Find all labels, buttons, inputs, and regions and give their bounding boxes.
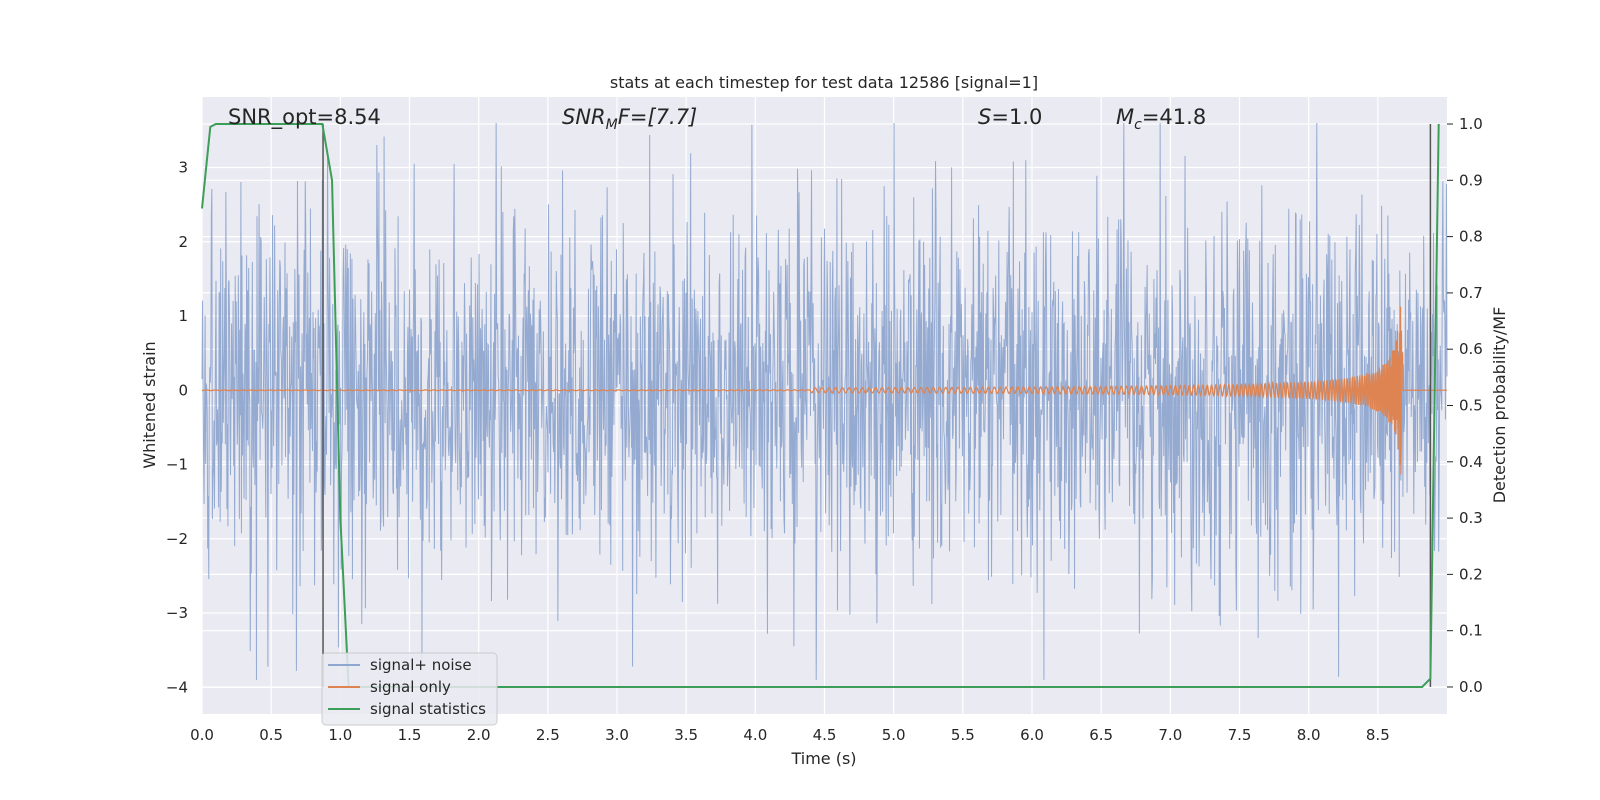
legend-label-noise: signal+ noise bbox=[370, 656, 472, 674]
mc-main: M bbox=[1116, 105, 1134, 129]
y2-tick-label: 0.9 bbox=[1459, 171, 1483, 189]
annotation-snr-opt: SNR_opt=8.54 bbox=[228, 105, 381, 130]
snr-mf-main: SNR bbox=[562, 105, 606, 129]
y2-tick-label: 0.1 bbox=[1459, 622, 1483, 640]
signal-series bbox=[201, 306, 1447, 475]
y-axis-label: Whitened strain bbox=[140, 341, 159, 468]
x-tick-label: 6.0 bbox=[1020, 726, 1044, 744]
x-tick-label: 4.5 bbox=[813, 726, 837, 744]
y-tick-label: −1 bbox=[166, 456, 188, 474]
y-tick-label: 0 bbox=[178, 381, 188, 399]
x-tick-label: 2.0 bbox=[467, 726, 491, 744]
y2-tick-label: 0.2 bbox=[1459, 565, 1483, 583]
y2-tick-label: 1.0 bbox=[1459, 115, 1483, 133]
x-tick-label: 8.0 bbox=[1297, 726, 1321, 744]
annotation-s: S=1.0 bbox=[978, 105, 1042, 129]
y2-tick-label: 0.3 bbox=[1459, 509, 1483, 527]
x-tick-label: 8.5 bbox=[1366, 726, 1390, 744]
x-tick-label: 5.5 bbox=[951, 726, 975, 744]
y2-tick-label: 0.8 bbox=[1459, 228, 1483, 246]
x-tick-label: 2.5 bbox=[536, 726, 560, 744]
legend-label-signal: signal only bbox=[370, 678, 451, 696]
x-tick-label: 3.0 bbox=[605, 726, 629, 744]
y-tick-label: 1 bbox=[178, 307, 188, 325]
s-rest: =1.0 bbox=[991, 105, 1042, 129]
x-tick-label: 4.0 bbox=[743, 726, 767, 744]
legend: signal+ noise signal only signal statist… bbox=[321, 652, 498, 726]
tick-layer: 0.0 0.5 1.0 1.5 2.0 2.5 3.0 3.5 4.0 4.5 5.0 5.5 6.0 6… bbox=[166, 115, 1483, 744]
legend-label-stats: signal statistics bbox=[370, 700, 486, 718]
x-tick-label: 6.5 bbox=[1089, 726, 1113, 744]
x-tick-label: 5.0 bbox=[882, 726, 906, 744]
x-tick-label: 1.0 bbox=[328, 726, 352, 744]
x-tick-label: 3.5 bbox=[674, 726, 698, 744]
noise-line bbox=[201, 122, 1448, 680]
y2-tick-label: 0.7 bbox=[1459, 284, 1483, 302]
snr-mf-sub: M bbox=[606, 117, 618, 133]
noise-series bbox=[201, 122, 1448, 680]
y-tick-label: −3 bbox=[166, 604, 188, 622]
y2-tick-label: 0.0 bbox=[1459, 678, 1483, 696]
y2-tick-label: 0.4 bbox=[1459, 453, 1483, 471]
x-tick-label: 7.5 bbox=[1228, 726, 1252, 744]
vertical-markers bbox=[322, 124, 1432, 687]
x-tick-label: 0.5 bbox=[259, 726, 283, 744]
x-axis-label: Time (s) bbox=[790, 749, 856, 768]
x-tick-label: 7.0 bbox=[1158, 726, 1182, 744]
y2-axis-label: Detection probability/MF bbox=[1490, 307, 1509, 504]
mc-sub: c bbox=[1134, 117, 1142, 133]
y-tick-label: 2 bbox=[178, 233, 188, 251]
y2-tick-label: 0.6 bbox=[1459, 340, 1483, 358]
x-tick-label: 0.0 bbox=[190, 726, 214, 744]
y-tick-label: 3 bbox=[178, 159, 188, 177]
annotation-mc: Mc=41.8 bbox=[1116, 105, 1206, 133]
y-tick-label: −2 bbox=[166, 530, 188, 548]
annotation-snr-mf: SNRMF=[7.7] bbox=[562, 105, 697, 133]
snr-mf-rest: F=[7.7] bbox=[618, 105, 697, 129]
y2-tick-label: 0.5 bbox=[1459, 397, 1483, 415]
chart-title: stats at each timestep for test data 125… bbox=[610, 73, 1038, 92]
s-main: S bbox=[978, 105, 991, 129]
mc-rest: =41.8 bbox=[1142, 105, 1206, 129]
y-tick-label: −4 bbox=[166, 678, 188, 696]
legend-box bbox=[321, 652, 498, 726]
x-tick-label: 1.5 bbox=[398, 726, 422, 744]
signal-line bbox=[201, 306, 1447, 475]
